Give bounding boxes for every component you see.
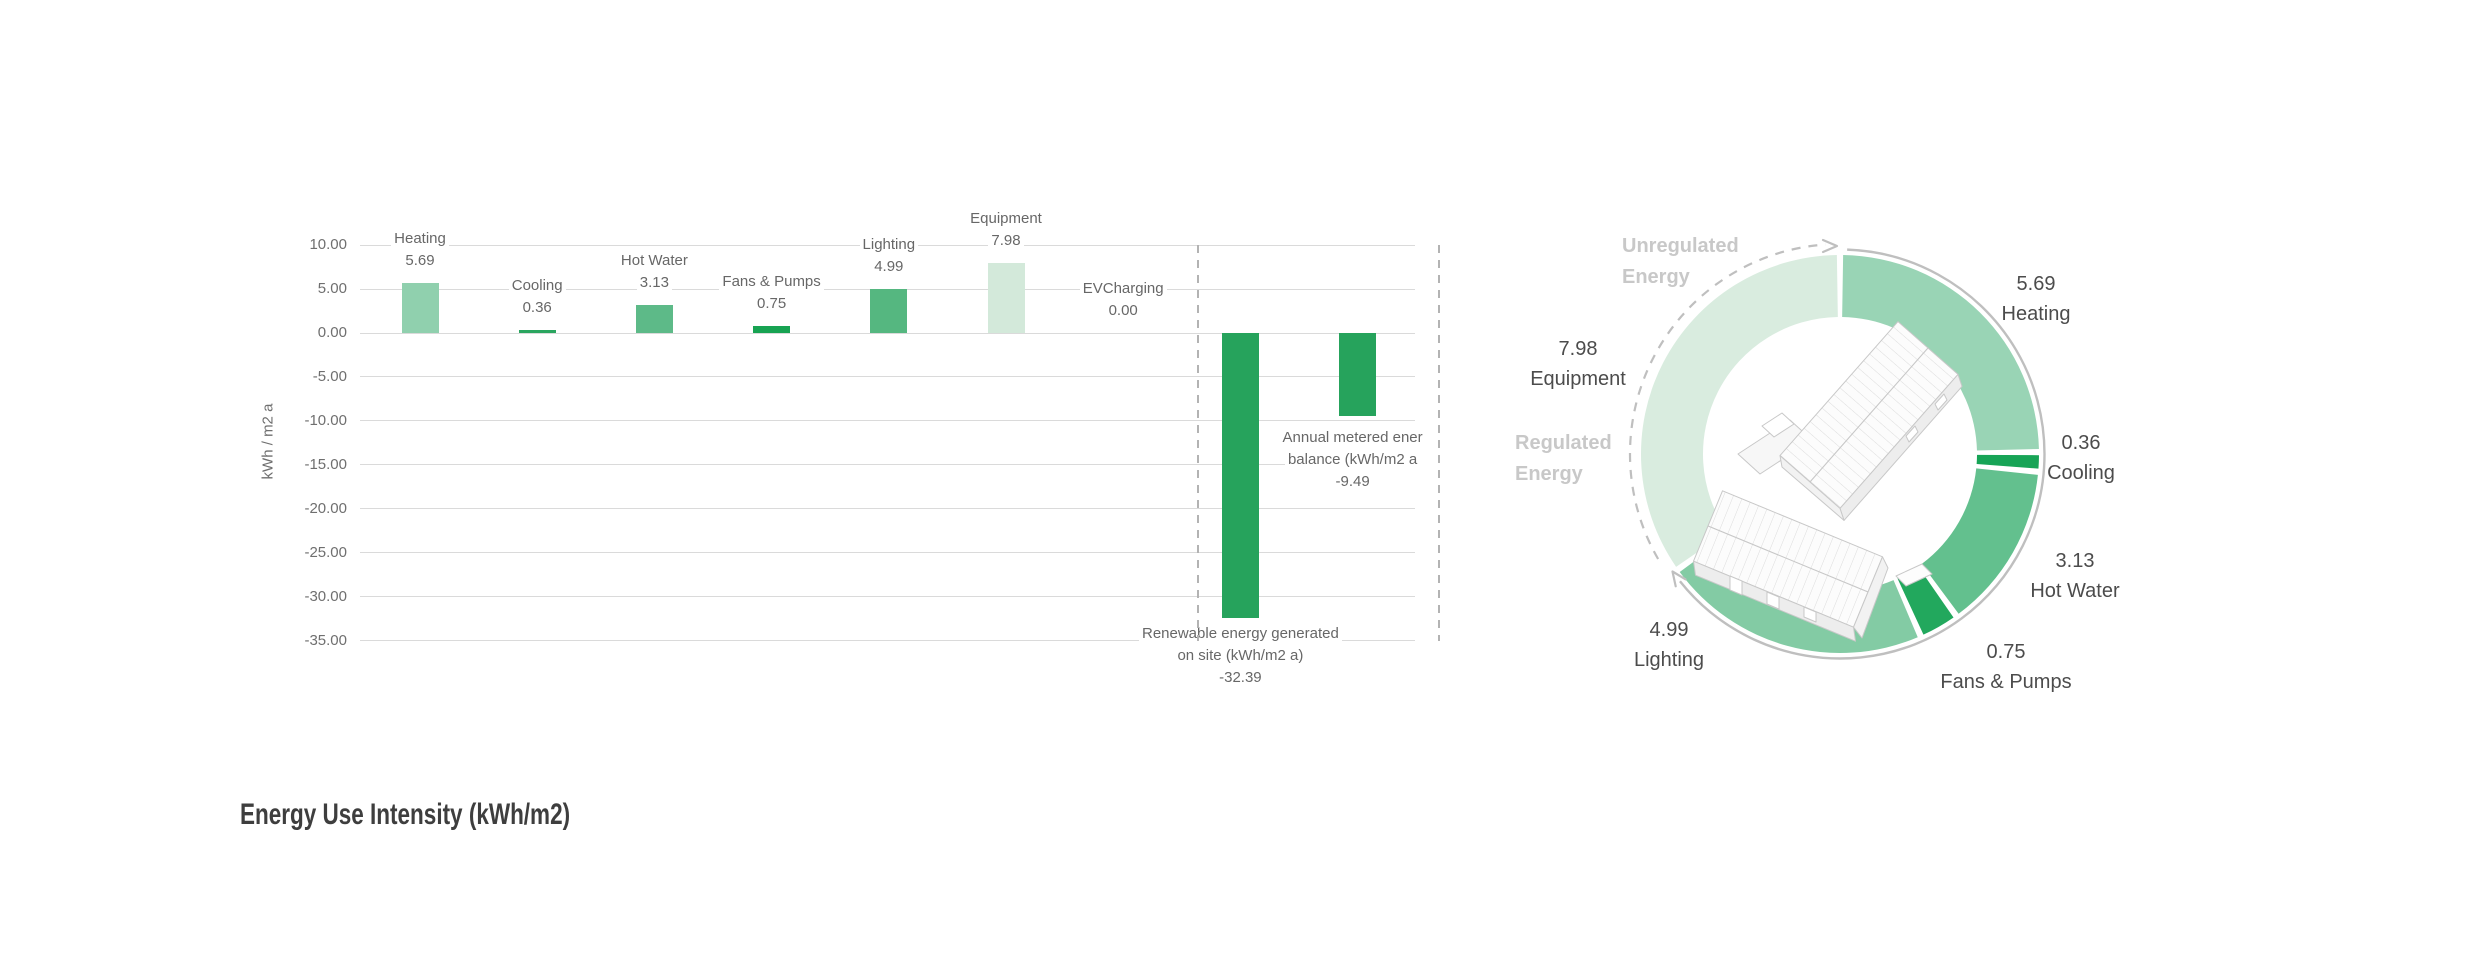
grid-line [360, 552, 1415, 554]
bar-fans-pumps [753, 326, 791, 333]
bar-label-lighting: Lighting 4.99 [779, 234, 999, 278]
unregulated-energy-label: Unregulated Energy [1622, 231, 1739, 293]
arc-label-line: Regulated [1515, 432, 1612, 454]
donut-label-heating: 5.69 Heating [2001, 273, 2071, 325]
y-tick-label: 0.00 [317, 324, 347, 341]
arrowhead-clockwise-icon [1821, 238, 1839, 254]
donut-label-hot-water: 3.13 Hot Water [2030, 550, 2120, 602]
y-tick-label: -35.00 [304, 631, 347, 649]
bar-label-hot-water: Hot Water 3.13 [544, 250, 764, 294]
bar-label-renewable-energy-generated-on-site: Renewable energy generated on site (kWh/m… [1110, 623, 1370, 689]
building-illustration [1693, 321, 1963, 642]
bar-label-annual-metered-energy-balance: Annual metered ener balance (kWh/m2 a -9.4… [1243, 427, 1463, 493]
y-tick-label: -20.00 [304, 499, 347, 517]
donut-segment-equipment [1640, 255, 1838, 567]
grid-line [360, 332, 1415, 334]
bar-heating [401, 282, 439, 333]
grid-line [360, 464, 1415, 466]
donut-segment-cooling [1976, 454, 2039, 469]
y-tick-label: -25.00 [304, 543, 347, 561]
bar-lighting [870, 289, 908, 333]
grid-line [360, 640, 1415, 642]
regulated-energy-arc [1679, 248, 2046, 660]
bar-hot-water [635, 305, 673, 333]
bar-cooling [518, 329, 556, 333]
bar-equipment [987, 262, 1025, 333]
grid-line [360, 596, 1415, 598]
donut-label-lighting: 4.99 Lighting [1633, 619, 1705, 671]
y-tick-label: -5.00 [312, 367, 347, 385]
donut-segment-heating [1842, 255, 2039, 451]
y-tick-label: -10.00 [304, 411, 347, 429]
bar-label-equipment: Equipment 7.98 [896, 208, 1116, 252]
grid-line [360, 420, 1415, 422]
dashed-boundary-line [1437, 245, 1440, 641]
bar-label-evcharging: EVCharging 0.00 [1013, 278, 1233, 322]
page-title: Energy Use Intensity (kWh/m2) [240, 798, 571, 831]
grid-line [360, 288, 1415, 290]
bar-label-heating: Heating 5.69 [310, 228, 530, 272]
arc-label-line: Unregulated [1622, 235, 1739, 257]
donut-direction-arcs [1628, 238, 2046, 660]
unregulated-energy-arc [1628, 243, 1826, 560]
grid-line [360, 376, 1415, 378]
arrowhead-counterclockwise-icon [1671, 570, 1687, 588]
bar-label-fans-pumps: Fans & Pumps 0.75 [662, 271, 882, 315]
arc-label-line: Energy [1622, 266, 1690, 288]
regulated-energy-label: Regulated Energy [1515, 428, 1612, 490]
bar-label-cooling: Cooling 0.36 [427, 275, 647, 319]
bar-annual-metered-energy-balance [1339, 333, 1377, 417]
y-tick-label: 10.00 [309, 236, 347, 254]
energy-donut-chart [1628, 238, 2046, 660]
bar-renewable-energy-generated-on-site [1221, 333, 1259, 618]
donut-label-equipment: 7.98 Equipment [1530, 338, 1626, 390]
donut-label-cooling: 0.36 Cooling [2047, 432, 2115, 484]
arc-label-line: Energy [1515, 463, 1583, 485]
donut-label-fans-pumps: 0.75 Fans & Pumps [1940, 641, 2072, 693]
dashed-boundary-line [1197, 245, 1199, 641]
grid-line [360, 508, 1415, 510]
y-axis-title: kWh / m2 a [259, 403, 277, 480]
y-tick-label: -30.00 [304, 587, 347, 605]
y-tick-label: 5.00 [317, 280, 347, 298]
y-tick-label: -15.00 [304, 455, 347, 473]
donut-segment-hot-water [1921, 468, 2038, 614]
